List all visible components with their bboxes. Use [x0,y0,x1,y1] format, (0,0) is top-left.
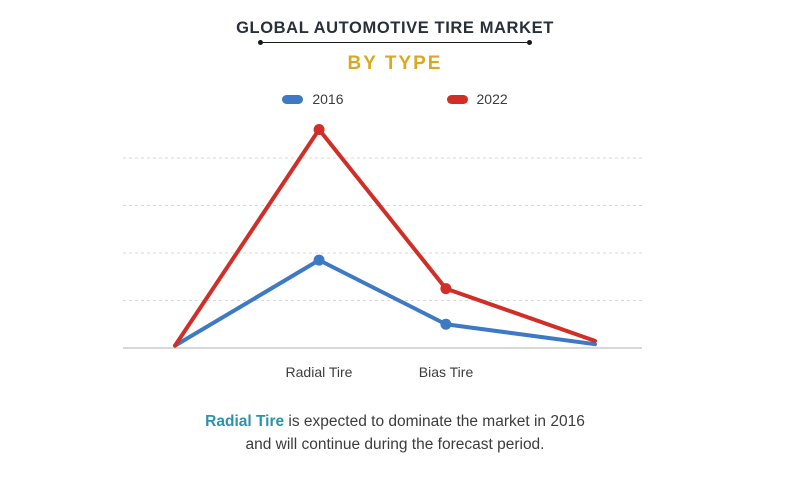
legend-swatch-2016-icon [282,94,304,104]
legend-label-2022: 2022 [476,91,508,107]
caption-highlight: Radial Tire [205,413,285,430]
caption-line-2: and will continue during the forecast pe… [245,436,545,453]
line-chart-plot [123,124,642,349]
legend-label-2016: 2016 [312,91,344,107]
legend-swatch-2022-icon [446,94,468,104]
x-axis-label-bias-tire: Bias Tire [418,364,474,380]
underline-rule [263,41,527,44]
caption-line-1: Radial Tire is expected to dominate the … [0,410,790,433]
chart-legend: 2016 2022 [0,91,790,107]
title-underline [258,40,532,45]
x-axis-label-radial-tire: Radial Tire [285,364,353,380]
underline-left-dot [258,40,263,45]
underline-right-dot [527,40,532,45]
legend-item-2016: 2016 [282,91,344,107]
chart-caption: Radial Tire is expected to dominate the … [0,410,790,456]
caption-line-1-rest: is expected to dominate the market in 20… [284,413,585,430]
chart-subtitle: BY TYPE [347,53,443,74]
chart-title: GLOBAL AUTOMOTIVE TIRE MARKET [236,19,554,37]
legend-item-2022: 2022 [446,91,508,107]
